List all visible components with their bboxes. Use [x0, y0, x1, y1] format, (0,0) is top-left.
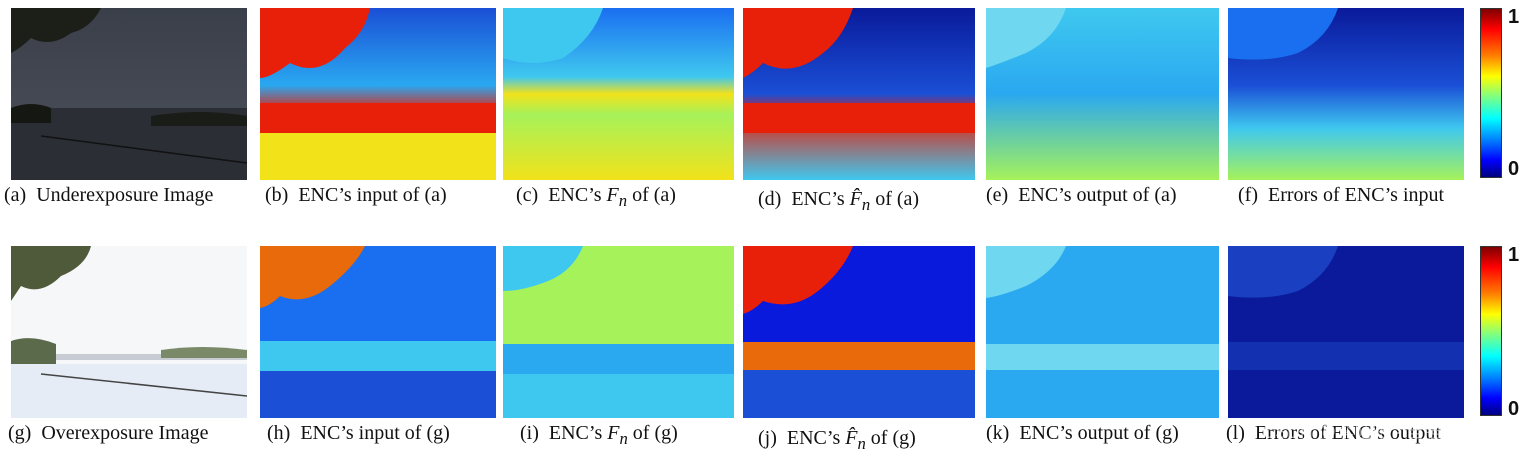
panel-b-enc-input: [260, 8, 496, 180]
panel-h-enc-input: [260, 246, 496, 418]
colorbar-top: [1480, 8, 1502, 178]
panel-d-enc-fn-hat: [743, 8, 975, 180]
caption-i: (i) ENC’s Fn of (g): [520, 422, 678, 448]
panel-i-enc-fn: [503, 246, 734, 418]
watermark-text: CSDN @李旺阳 · 自强不息: [1262, 422, 1479, 442]
colorbar-top-max-label: 1: [1508, 6, 1520, 28]
caption-l: (l) Errors of ENC’s output: [1226, 422, 1441, 444]
panel-e-enc-output: [986, 8, 1219, 180]
colorbar-bottom-min-label: 0: [1508, 398, 1520, 420]
caption-h: (h) ENC’s input of (g): [267, 422, 450, 444]
panel-l-errors-output: [1228, 246, 1464, 418]
caption-f: (f) Errors of ENC’s input: [1238, 184, 1445, 206]
colorbar-bottom-max-label: 1: [1508, 244, 1520, 266]
caption-d: (d) ENC’s F̂n of (a): [758, 188, 920, 214]
colorbar-top-min-label: 0: [1508, 158, 1520, 180]
panel-j-enc-fn-hat: [743, 246, 975, 418]
panel-g-overexposure-image: [11, 246, 247, 418]
caption-a: (a) Underexposure Image: [4, 184, 214, 206]
caption-e: (e) ENC’s output of (a): [986, 184, 1177, 206]
panel-k-enc-output: [986, 246, 1219, 418]
panel-a-underexposure-image: [11, 8, 247, 180]
panel-c-enc-fn: [503, 8, 734, 180]
caption-c: (c) ENC’s Fn of (a): [516, 184, 676, 210]
panel-f-errors-input: [1228, 8, 1464, 180]
caption-g: (g) Overexposure Image: [8, 422, 209, 444]
caption-b: (b) ENC’s input of (a): [265, 184, 447, 206]
colorbar-bottom: [1480, 246, 1502, 416]
caption-k: (k) ENC’s output of (g): [986, 422, 1179, 444]
caption-j: (j) ENC’s F̂n of (g): [758, 427, 916, 453]
